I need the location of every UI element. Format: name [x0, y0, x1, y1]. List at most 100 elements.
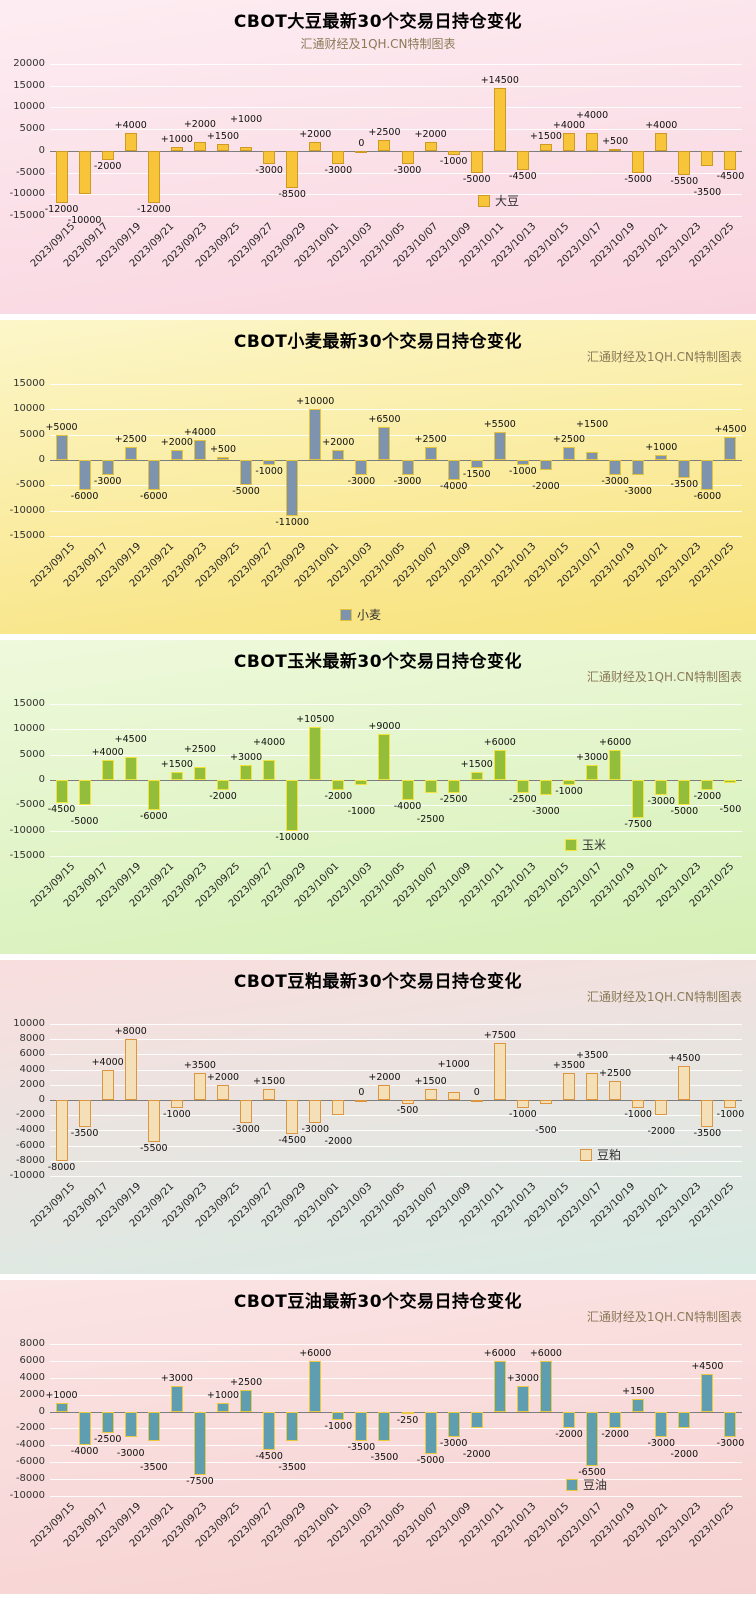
- bar: [516, 1386, 529, 1412]
- bar-value-label: -4500: [509, 171, 537, 183]
- bar-value-label: -2000: [93, 160, 122, 172]
- y-tick-label: 0: [38, 144, 45, 156]
- bar: [378, 1084, 391, 1100]
- bar: [516, 150, 529, 171]
- chart-title: CBOT大豆最新30个交易日持仓变化: [233, 12, 523, 32]
- legend-label[interactable]: 小麦: [357, 608, 382, 622]
- bar-value-label: 0: [473, 1087, 480, 1098]
- bar-value-label: +7500: [483, 1030, 516, 1041]
- legend[interactable]: 玉米: [565, 836, 606, 853]
- bar-value-label: +4500: [714, 424, 747, 436]
- chart-title: CBOT豆粕最新30个交易日持仓变化: [233, 972, 523, 992]
- bar-value-label: -2000: [555, 1429, 583, 1441]
- bar-value-label: -1000: [555, 786, 583, 798]
- grid-line: [50, 1069, 742, 1071]
- bar: [424, 1088, 437, 1100]
- y-tick-label: -2000: [15, 1109, 45, 1121]
- bar-value-label: -2000: [324, 1136, 353, 1148]
- grid-line: [50, 1344, 742, 1345]
- bar-value-label: -11000: [275, 516, 310, 528]
- x-axis-labels: 2023/09/15 2023/09/17 2023/09/19 2023/09/21…: [29, 1178, 742, 1272]
- bar: [678, 460, 691, 478]
- bar: [286, 460, 299, 516]
- bar-value-label: -6000: [139, 811, 168, 823]
- bar-value-label: +1500: [253, 1075, 286, 1087]
- bar: [193, 1073, 206, 1100]
- bar-value-label: -500: [396, 1104, 419, 1116]
- bar: [632, 1398, 645, 1412]
- legend[interactable]: 豆油: [566, 1476, 607, 1493]
- legend-swatch[interactable]: [565, 838, 577, 851]
- bar-value-label: +4500: [691, 1360, 724, 1372]
- bar-value-label: +1500: [460, 759, 493, 771]
- bar-value-label: -1000: [624, 1108, 652, 1120]
- y-tick-label: 15000: [13, 698, 45, 709]
- bar: [193, 1411, 206, 1475]
- bar-value-label: -4000: [70, 1446, 99, 1458]
- y-tick-label: 0: [38, 1405, 45, 1417]
- legend-swatch[interactable]: [478, 194, 490, 207]
- bar-value-label: -7500: [186, 1475, 214, 1487]
- bar: [701, 1100, 714, 1127]
- bar: [124, 447, 137, 460]
- legend-swatch[interactable]: [340, 608, 352, 621]
- bar: [240, 146, 253, 151]
- bar: [101, 1411, 114, 1433]
- bar: [655, 454, 668, 460]
- grid-line: [50, 434, 742, 436]
- legend[interactable]: 大豆: [478, 192, 519, 209]
- y-tick-label: -6000: [15, 1139, 45, 1151]
- bar-value-label: +2000: [322, 436, 355, 448]
- bar-value-label: +2500: [368, 127, 401, 138]
- bar: [332, 1411, 345, 1420]
- grid-line: [50, 1024, 742, 1025]
- bar: [539, 780, 552, 796]
- bar: [170, 449, 183, 460]
- bar-value-label: +8000: [114, 1026, 147, 1038]
- y-tick-label: 6000: [19, 1354, 45, 1366]
- bar-value-label: +2000: [183, 119, 216, 131]
- bar: [217, 780, 229, 791]
- bar-value-label: -1500: [462, 468, 491, 480]
- y-tick-label: -6000: [15, 1456, 45, 1468]
- bar-value-label: +1000: [206, 1390, 240, 1402]
- bar: [286, 150, 299, 188]
- legend-label[interactable]: 豆粕: [597, 1148, 622, 1162]
- bar: [678, 1411, 691, 1429]
- legend-swatch[interactable]: [566, 1478, 578, 1491]
- bar: [447, 460, 460, 481]
- bar-value-label: -2500: [416, 813, 445, 825]
- bar-value-label: -2500: [93, 1433, 122, 1445]
- bar-value-label: -1000: [255, 466, 283, 478]
- legend[interactable]: 小麦: [340, 606, 381, 623]
- bar-value-label: +3000: [575, 751, 609, 763]
- legend-swatch[interactable]: [580, 1148, 592, 1161]
- bar-value-label: -1000: [509, 1108, 537, 1120]
- bar-value-label: +4000: [552, 120, 586, 132]
- grid-line: [50, 729, 742, 731]
- bar-value-label: +2000: [299, 129, 332, 141]
- y-tick-label: 20000: [13, 58, 45, 69]
- grid-line: [50, 1130, 742, 1132]
- legend-label[interactable]: 玉米: [582, 838, 607, 852]
- legend-label[interactable]: 大豆: [495, 194, 520, 208]
- soyoil-chart: CBOT豆油最新30个交易日持仓变化 汇通财经及1QH.CN特制图表 -1000…: [0, 1280, 756, 1594]
- bar-value-label: -6000: [693, 491, 722, 503]
- legend-label[interactable]: 豆油: [583, 1478, 608, 1492]
- bar-value-label: -8500: [278, 188, 306, 200]
- bar: [470, 1411, 483, 1429]
- bar-value-label: +2500: [414, 434, 447, 446]
- legend[interactable]: 豆粕: [580, 1146, 621, 1163]
- bar: [516, 460, 529, 466]
- bar: [586, 1411, 599, 1467]
- zero-line: [50, 1100, 742, 1101]
- bar: [470, 460, 483, 468]
- bar: [447, 150, 460, 156]
- zero-line: [50, 780, 742, 781]
- bar: [701, 460, 714, 491]
- bar-value-label: -3000: [393, 164, 422, 176]
- bar-value-label: +2500: [229, 1377, 263, 1389]
- bar-value-label: +4000: [91, 1056, 124, 1068]
- bar: [101, 1069, 114, 1100]
- bar-value-label: +1000: [160, 133, 193, 145]
